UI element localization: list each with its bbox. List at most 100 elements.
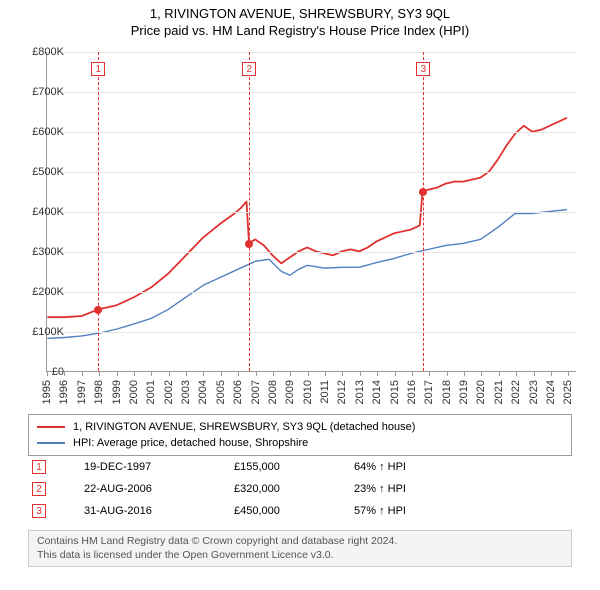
x-tick-label: 2015	[389, 380, 401, 404]
x-tick	[464, 371, 465, 376]
sales-row: 119-DEC-1997£155,00064% ↑ HPI	[28, 456, 572, 478]
y-tick-label: £700K	[24, 86, 64, 98]
x-tick	[377, 371, 378, 376]
event-marker-box: 2	[242, 62, 256, 76]
y-tick-label: £100K	[24, 326, 64, 338]
sale-pct-vs-hpi: 23% ↑ HPI	[354, 483, 474, 495]
x-tick-label: 1998	[93, 380, 105, 404]
x-tick	[499, 371, 500, 376]
x-tick-label: 2005	[215, 380, 227, 404]
x-tick	[64, 371, 65, 376]
x-tick-label: 2013	[354, 380, 366, 404]
x-tick-label: 2022	[510, 380, 522, 404]
x-tick-label: 2007	[250, 380, 262, 404]
sales-row: 222-AUG-2006£320,00023% ↑ HPI	[28, 478, 572, 500]
x-tick	[551, 371, 552, 376]
x-tick-label: 1996	[58, 380, 70, 404]
x-tick-label: 2001	[145, 380, 157, 404]
y-gridline	[47, 212, 576, 213]
x-tick-label: 2010	[302, 380, 314, 404]
footer-line2: This data is licensed under the Open Gov…	[37, 549, 563, 563]
sale-dot	[419, 188, 427, 196]
y-tick-label: £600K	[24, 126, 64, 138]
x-tick	[342, 371, 343, 376]
x-tick-label: 2021	[493, 380, 505, 404]
event-marker-box: 1	[91, 62, 105, 76]
y-gridline	[47, 332, 576, 333]
chart-plot-area: 1995199619971998199920002001200220032004…	[46, 52, 576, 372]
series-line-property	[47, 118, 567, 317]
x-tick-label: 1995	[41, 380, 53, 404]
x-tick	[151, 371, 152, 376]
x-tick-label: 2006	[232, 380, 244, 404]
sales-row: 331-AUG-2016£450,00057% ↑ HPI	[28, 500, 572, 522]
sale-dot	[245, 240, 253, 248]
x-tick	[203, 371, 204, 376]
sale-date: 19-DEC-1997	[84, 461, 234, 473]
x-tick	[568, 371, 569, 376]
x-tick-label: 2014	[371, 380, 383, 404]
x-tick-label: 1999	[111, 380, 123, 404]
x-tick-label: 2025	[562, 380, 574, 404]
legend-row-hpi: HPI: Average price, detached house, Shro…	[37, 435, 563, 451]
event-marker-box: 3	[416, 62, 430, 76]
x-tick-label: 2000	[128, 380, 140, 404]
x-tick-label: 2016	[406, 380, 418, 404]
x-tick	[221, 371, 222, 376]
x-tick-label: 2024	[545, 380, 557, 404]
title-subtitle: Price paid vs. HM Land Registry's House …	[0, 23, 600, 38]
x-tick-label: 2008	[267, 380, 279, 404]
y-gridline	[47, 172, 576, 173]
footer-attribution: Contains HM Land Registry data © Crown c…	[28, 530, 572, 567]
event-line	[249, 52, 250, 371]
sale-pct-vs-hpi: 57% ↑ HPI	[354, 505, 474, 517]
y-tick-label: £200K	[24, 286, 64, 298]
x-tick-label: 2004	[197, 380, 209, 404]
x-tick	[534, 371, 535, 376]
x-tick	[325, 371, 326, 376]
title-address: 1, RIVINGTON AVENUE, SHREWSBURY, SY3 9QL	[0, 6, 600, 21]
x-tick-label: 2019	[458, 380, 470, 404]
x-tick	[256, 371, 257, 376]
x-tick	[481, 371, 482, 376]
x-tick-label: 2012	[336, 380, 348, 404]
legend-box: 1, RIVINGTON AVENUE, SHREWSBURY, SY3 9QL…	[28, 414, 572, 456]
chart-container: 1, RIVINGTON AVENUE, SHREWSBURY, SY3 9QL…	[0, 0, 600, 590]
x-tick-label: 2023	[528, 380, 540, 404]
y-gridline	[47, 52, 576, 53]
y-tick-label: £300K	[24, 246, 64, 258]
x-tick	[290, 371, 291, 376]
y-tick-label: £0	[24, 366, 64, 378]
x-tick-label: 2002	[163, 380, 175, 404]
y-tick-label: £500K	[24, 166, 64, 178]
legend-swatch-property	[37, 426, 65, 428]
x-tick	[447, 371, 448, 376]
sale-price: £155,000	[234, 461, 354, 473]
sale-date: 22-AUG-2006	[84, 483, 234, 495]
legend-row-property: 1, RIVINGTON AVENUE, SHREWSBURY, SY3 9QL…	[37, 419, 563, 435]
x-tick-label: 2009	[284, 380, 296, 404]
sale-num-box: 3	[32, 504, 46, 518]
x-tick-label: 2017	[423, 380, 435, 404]
x-tick	[186, 371, 187, 376]
x-tick	[134, 371, 135, 376]
footer-line1: Contains HM Land Registry data © Crown c…	[37, 535, 563, 549]
sale-date: 31-AUG-2016	[84, 505, 234, 517]
legend-label-hpi: HPI: Average price, detached house, Shro…	[73, 437, 308, 449]
y-gridline	[47, 252, 576, 253]
title-block: 1, RIVINGTON AVENUE, SHREWSBURY, SY3 9QL…	[0, 0, 600, 38]
y-tick-label: £800K	[24, 46, 64, 58]
x-tick	[117, 371, 118, 376]
legend-swatch-hpi	[37, 442, 65, 444]
series-line-hpi	[47, 210, 567, 339]
sale-dot	[94, 306, 102, 314]
sale-price: £320,000	[234, 483, 354, 495]
x-tick	[429, 371, 430, 376]
x-tick	[412, 371, 413, 376]
x-tick	[395, 371, 396, 376]
x-tick	[82, 371, 83, 376]
x-tick-label: 2018	[441, 380, 453, 404]
x-tick-label: 2003	[180, 380, 192, 404]
y-gridline	[47, 132, 576, 133]
x-tick	[360, 371, 361, 376]
